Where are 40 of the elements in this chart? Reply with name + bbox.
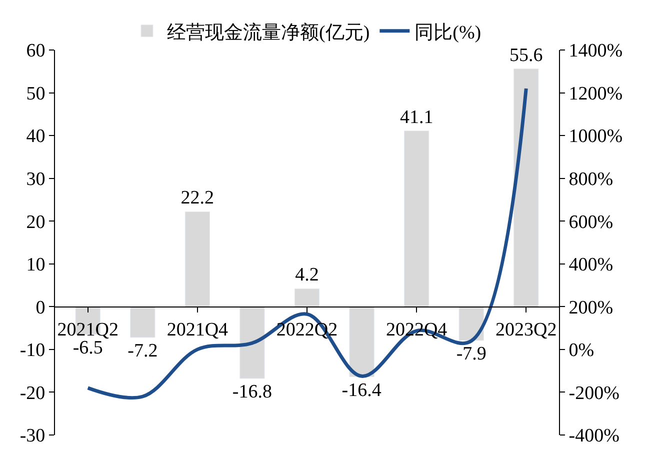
data-label: -7.9 (456, 343, 486, 364)
data-label: -16.4 (342, 380, 382, 401)
y-tick-label: 30 (26, 168, 46, 190)
y2-tick-label: 200% (568, 297, 614, 318)
y-tick-label: 40 (26, 126, 46, 148)
y2-tick-label: 600% (568, 212, 614, 233)
bar (294, 288, 320, 307)
y-tick-label: 10 (26, 254, 46, 276)
y-tick-label: -20 (20, 382, 46, 404)
x-tick-label: 2021Q4 (166, 319, 229, 340)
bar (240, 306, 265, 379)
bar (514, 68, 539, 307)
x-tick-label: 2023Q2 (496, 319, 557, 340)
data-label: -16.8 (232, 382, 272, 403)
y2-tick-label: -400% (568, 426, 620, 447)
y-tick-label: -30 (20, 426, 46, 447)
y-tick-label: 50 (26, 83, 46, 104)
y2-tick-label: 800% (568, 168, 614, 190)
bar (404, 130, 430, 307)
legend-label: 同比(%) (414, 22, 482, 44)
y-tick-label: 20 (26, 212, 46, 233)
y2-tick-label: 1200% (568, 83, 623, 104)
data-label: 22.2 (180, 188, 214, 209)
data-label: 41.1 (400, 106, 434, 128)
y2-tick-label: 1400% (568, 40, 623, 62)
bar (130, 306, 156, 338)
data-label: 55.6 (510, 44, 543, 66)
y-tick-label: 60 (26, 40, 46, 62)
data-label: 4.2 (295, 264, 319, 286)
bar (458, 306, 484, 341)
data-label: -7.2 (128, 340, 158, 362)
y2-tick-label: 400% (568, 254, 614, 276)
bar (349, 306, 374, 378)
y-tick-label: -10 (20, 340, 46, 362)
legend-label: 经营现金流量净额(亿元) (167, 21, 370, 44)
bar (184, 211, 210, 307)
y2-tick-label: 0% (568, 340, 594, 362)
y2-tick-label: 1000% (568, 126, 623, 148)
y-tick-label: 0 (36, 297, 46, 318)
y2-tick-label: -200% (568, 382, 620, 404)
